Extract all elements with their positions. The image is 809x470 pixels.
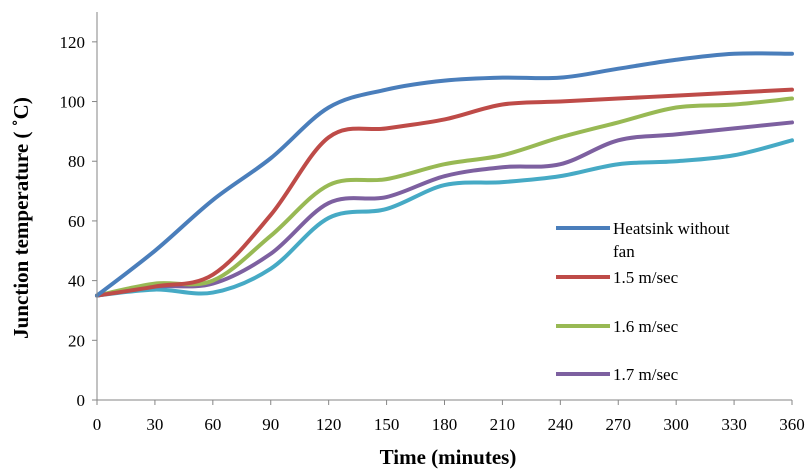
y-tick-label: 60 [68,212,85,231]
legend-label-3: 1.7 m/sec [613,365,679,384]
x-tick-label: 300 [663,415,689,434]
y-tick-label: 0 [77,391,86,410]
x-tick-label: 90 [262,415,279,434]
x-tick-label: 60 [204,415,221,434]
y-tick-label: 80 [68,152,85,171]
x-tick-label: 210 [490,415,516,434]
legend-label-1: 1.5 m/sec [613,268,679,287]
series-line-0 [95,51,794,298]
x-tick-label: 240 [548,415,574,434]
x-axis-ticks: 0 30 60 90 120 150 180 210 240 270 300 330 360 [93,400,805,434]
x-axis-title: Time (minutes) [380,445,517,469]
series-line-4 [95,138,794,298]
y-axis-ticks: 0 20 40 60 80 100 120 [60,33,97,410]
legend-label-2: 1.6 m/sec [613,317,679,336]
x-tick-label: 360 [779,415,805,434]
x-tick-label: 330 [721,415,747,434]
y-tick-label: 20 [68,331,85,350]
series-line-1 [95,87,794,298]
y-axis-title: Junction temperature ( ˚C) [9,97,33,339]
y-tick-label: 120 [60,33,86,52]
x-tick-label: 0 [93,415,102,434]
x-tick-label: 120 [316,415,342,434]
x-tick-label: 30 [146,415,163,434]
series-lines [95,51,794,298]
y-tick-label: 40 [68,272,85,291]
legend: Heatsink without fan 1.5 m/sec 1.6 m/sec 1.7… [556,219,730,384]
series-line-3 [95,120,794,298]
y-tick-label: 100 [60,93,86,112]
x-tick-label: 180 [432,415,458,434]
x-tick-label: 270 [606,415,632,434]
series-line-2 [95,96,794,298]
legend-label-0: Heatsink without fan [613,219,730,261]
x-tick-label: 150 [374,415,400,434]
axes [96,12,792,401]
